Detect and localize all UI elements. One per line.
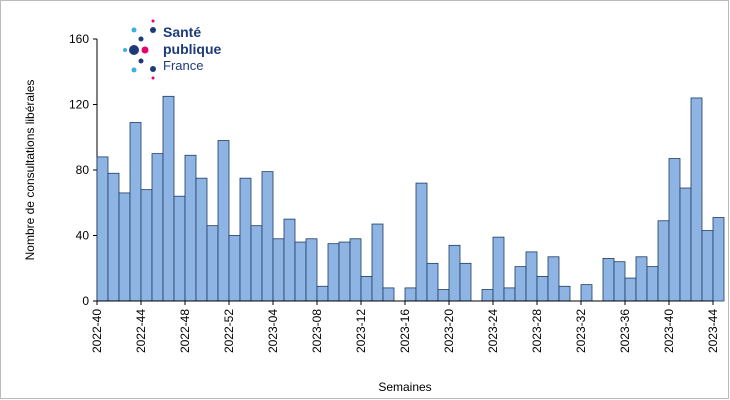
bar <box>173 195 186 302</box>
bar <box>459 262 472 302</box>
bar <box>184 154 197 302</box>
bar <box>404 287 417 302</box>
bar <box>448 244 461 302</box>
y-tick-label: 120 <box>69 98 89 112</box>
bar <box>426 262 439 302</box>
y-tick-label: 40 <box>76 229 90 243</box>
x-tick-label: 2023-28 <box>530 309 544 353</box>
logo-text: Santé <box>163 24 201 40</box>
bar <box>701 230 714 302</box>
x-tick-label: 2023-04 <box>266 309 280 353</box>
bar <box>96 156 109 302</box>
y-tick-label: 80 <box>76 163 90 177</box>
bar <box>107 172 120 302</box>
logo-dot <box>131 67 137 73</box>
bar <box>217 140 230 302</box>
y-axis-label: Nombre de consultations libérales <box>23 80 37 261</box>
logo-dot <box>141 46 149 54</box>
x-tick-label: 2023-20 <box>442 309 456 353</box>
bar <box>657 220 670 302</box>
logo: Santé publique France <box>123 19 222 80</box>
logo-dot <box>151 19 155 23</box>
x-tick-label: 2022-44 <box>134 309 148 353</box>
x-tick-label: 2022-48 <box>178 309 192 353</box>
bar <box>206 225 219 302</box>
bar <box>316 285 329 302</box>
x-tick-label: 2023-40 <box>662 309 676 353</box>
logo-dot <box>131 27 137 33</box>
bar <box>558 285 571 302</box>
bar <box>338 241 351 302</box>
bar <box>492 236 505 302</box>
bar <box>129 122 142 302</box>
x-tick-label: 2023-44 <box>706 309 720 353</box>
bar <box>679 187 692 302</box>
bar <box>503 287 516 302</box>
y-tick-label: 0 <box>82 294 89 308</box>
bar <box>613 261 626 302</box>
bar <box>525 251 538 302</box>
logo-text: publique <box>163 41 222 57</box>
bar <box>305 238 318 302</box>
bar <box>195 177 208 302</box>
bar <box>602 258 615 302</box>
bar <box>327 243 340 302</box>
bar <box>162 95 175 302</box>
logo-dot <box>150 66 156 72</box>
bar <box>360 276 373 302</box>
bar <box>371 223 384 302</box>
bar <box>690 97 703 302</box>
x-tick-label: 2023-16 <box>398 309 412 353</box>
x-tick-label: 2022-40 <box>90 309 104 353</box>
logo-dot <box>129 45 139 55</box>
bar <box>294 241 307 302</box>
bar <box>382 287 395 302</box>
bar <box>514 266 527 302</box>
bar <box>646 266 659 302</box>
x-tick-label: 2023-12 <box>354 309 368 353</box>
bar <box>547 256 560 302</box>
logo-text: France <box>163 58 203 73</box>
logo-dot <box>150 27 156 33</box>
y-tick-label: 160 <box>69 32 89 46</box>
bar <box>228 235 241 302</box>
logo-dot <box>151 76 155 80</box>
bar <box>239 177 252 302</box>
x-axis-label: Semaines <box>378 380 431 394</box>
x-tick-label: 2023-08 <box>310 309 324 353</box>
bar <box>349 238 362 302</box>
logo-dot <box>123 48 127 52</box>
x-tick-label: 2022-52 <box>222 309 236 353</box>
x-tick-label: 2023-24 <box>486 309 500 353</box>
bar <box>283 218 296 302</box>
bar <box>261 171 274 302</box>
bar <box>712 217 725 302</box>
bar <box>580 284 593 302</box>
bar <box>272 238 285 302</box>
bar <box>624 277 637 302</box>
x-tick-label: 2023-32 <box>574 309 588 353</box>
bar <box>668 158 681 302</box>
logo-dot <box>138 58 144 64</box>
bar <box>536 276 549 302</box>
x-tick-label: 2023-36 <box>618 309 632 353</box>
bar <box>118 192 131 302</box>
bar <box>437 289 450 302</box>
bar <box>140 189 153 302</box>
bar <box>415 182 428 302</box>
logo-dot <box>138 36 144 42</box>
bar <box>250 225 263 302</box>
bar <box>635 256 648 302</box>
bar <box>151 153 164 302</box>
bar <box>481 289 494 302</box>
